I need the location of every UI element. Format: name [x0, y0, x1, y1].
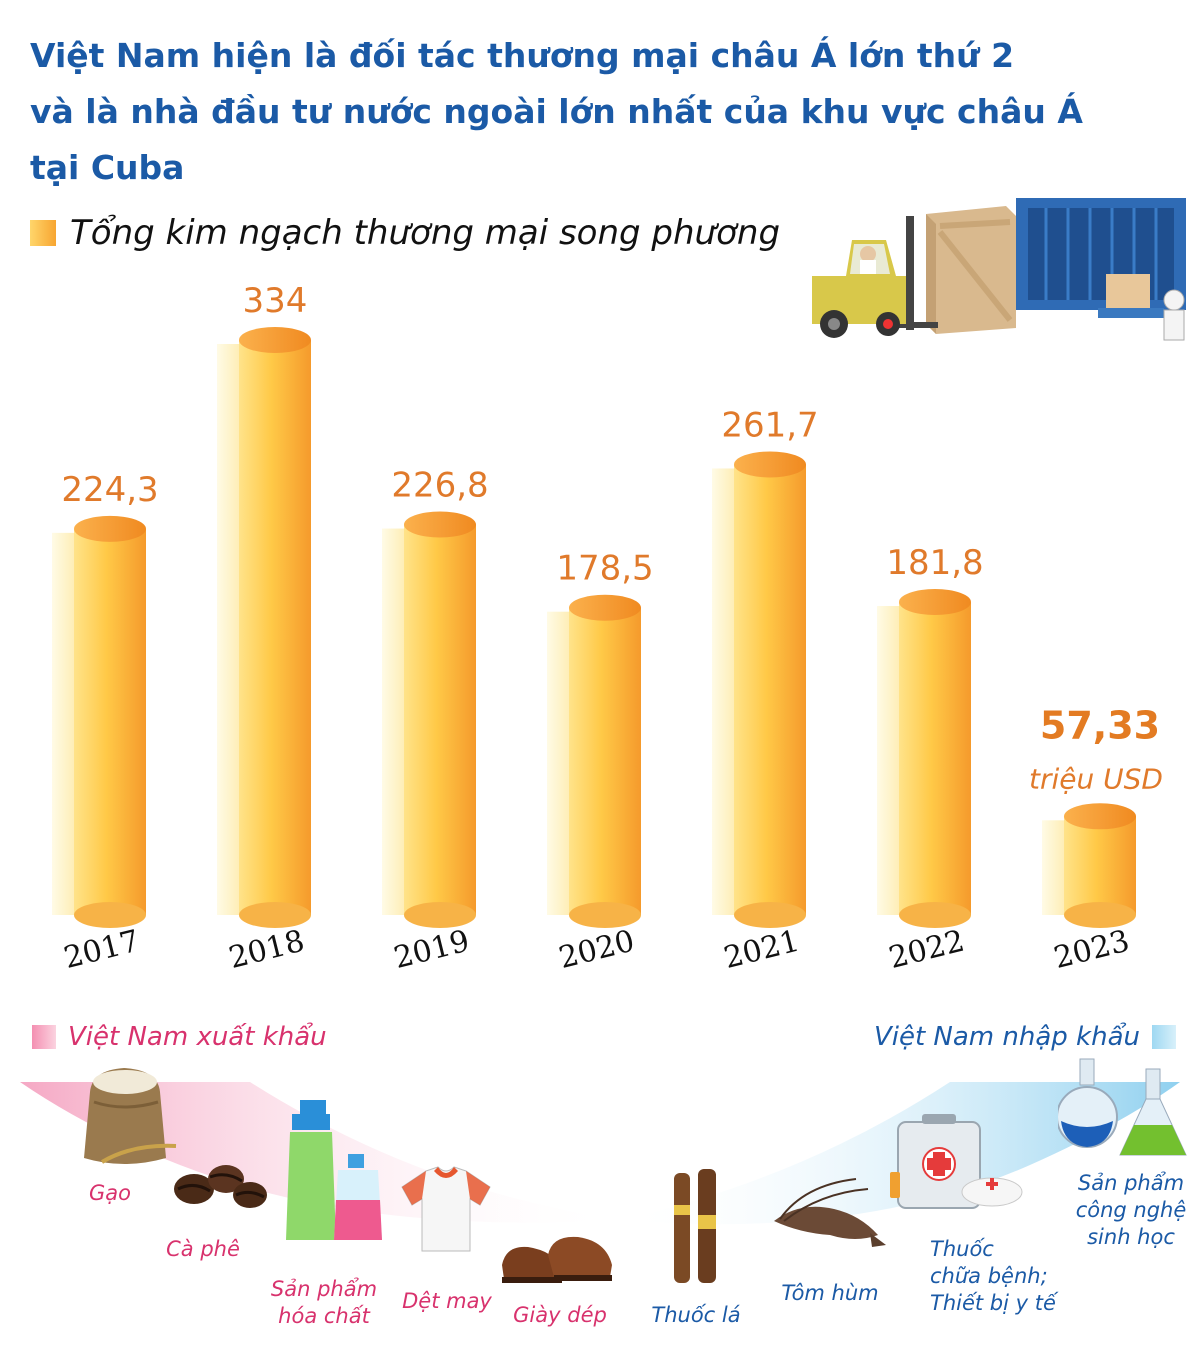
- bar-2017: [52, 515, 146, 928]
- bar-base: [1064, 902, 1136, 928]
- unit-label: triệu USD: [1029, 762, 1163, 795]
- bar-top: [404, 511, 476, 538]
- import-label: Việt Nam nhập khẩu: [873, 1022, 1140, 1052]
- import-item-medicine-line-1: Thuốc: [930, 1237, 994, 1261]
- import-item-biotech-line-3: sinh học: [1087, 1225, 1175, 1249]
- bar-base: [899, 902, 971, 928]
- bar-body: [404, 524, 476, 915]
- rice-sack-icon: [84, 1068, 177, 1164]
- value-label-2021: 261,7: [721, 405, 818, 445]
- export-swatch: [32, 1025, 56, 1049]
- year-label-2022: 2022: [885, 924, 968, 976]
- import-item-tobacco: Thuốc lá: [642, 1302, 750, 1329]
- bar-top: [734, 451, 806, 478]
- year-label-2018: 2018: [225, 924, 308, 976]
- import-item-tobacco-label: Thuốc lá: [651, 1303, 741, 1327]
- bar-base: [404, 902, 476, 928]
- import-item-lobster-label: Tôm hùm: [781, 1281, 879, 1305]
- legend-swatch: [30, 220, 56, 246]
- bar-body: [74, 528, 146, 915]
- bar-base: [734, 902, 806, 928]
- bar-chart: 224,3 2017 334 2018 226,8 2019 178,5 2020 261,7 2…: [52, 281, 1163, 976]
- export-item-chemicals-line-1: Sản phẩm: [270, 1277, 378, 1301]
- medical-kit-icon: [890, 1114, 1023, 1209]
- export-item-textiles: Dệt may: [392, 1288, 502, 1315]
- lobster-icon: [774, 1178, 886, 1247]
- bar-2018: [217, 327, 311, 928]
- export-heading: Việt Nam xuất khẩu: [32, 1022, 327, 1052]
- import-item-biotech: Sản phẩm công nghệ sinh học: [1066, 1170, 1196, 1251]
- page-title: Việt Nam hiện là đối tác thương mại châu…: [30, 28, 1150, 196]
- bar-body: [1064, 816, 1136, 915]
- bar-2023: [1042, 803, 1136, 928]
- export-item-coffee: Cà phê: [155, 1236, 251, 1263]
- chart-subtitle: Tổng kim ngạch thương mại song phương: [70, 213, 781, 253]
- shirt-icon: [401, 1166, 491, 1252]
- year-label-2019: 2019: [390, 924, 473, 976]
- title-line-3: tại Cuba: [30, 148, 185, 187]
- value-label-2020: 178,5: [556, 549, 653, 589]
- lab-flask-icon: [1058, 1058, 1187, 1156]
- bar-top: [239, 327, 311, 353]
- export-item-coffee-label: Cà phê: [166, 1237, 240, 1261]
- bar-body: [899, 602, 971, 915]
- bar-body: [239, 340, 311, 915]
- chemical-bottles-icon: [286, 1100, 382, 1240]
- export-item-footwear-label: Giày dép: [513, 1303, 607, 1327]
- year-label-2021: 2021: [720, 924, 803, 976]
- bar-body: [734, 464, 806, 915]
- export-item-rice-label: Gạo: [89, 1181, 131, 1205]
- bar-top: [899, 589, 971, 616]
- value-label-2019: 226,8: [391, 466, 488, 506]
- export-item-rice: Gạo: [80, 1180, 140, 1207]
- import-item-medicine-line-3: Thiết bị y tế: [930, 1291, 1056, 1315]
- bar-2022: [877, 589, 971, 928]
- import-item-lobster: Tôm hùm: [770, 1280, 890, 1307]
- bar-base: [239, 902, 311, 928]
- import-item-biotech-line-1: Sản phẩm: [1077, 1171, 1185, 1195]
- export-item-textiles-label: Dệt may: [402, 1289, 492, 1313]
- cigar-icon: [674, 1169, 716, 1283]
- coffee-beans-icon: [174, 1165, 267, 1208]
- chart-legend: Tổng kim ngạch thương mại song phương: [30, 208, 780, 258]
- bar-2021: [712, 451, 806, 928]
- bar-top: [74, 515, 146, 542]
- year-label-2023: 2023: [1050, 924, 1133, 976]
- export-item-chemicals: Sản phẩm hóa chất: [256, 1276, 392, 1330]
- import-item-biotech-line-2: công nghệ: [1075, 1198, 1187, 1222]
- import-heading: Việt Nam nhập khẩu: [874, 1022, 1176, 1052]
- bar-body: [569, 607, 641, 915]
- year-label-2017: 2017: [60, 924, 143, 976]
- bar-base: [569, 902, 641, 928]
- import-swatch: [1152, 1025, 1176, 1049]
- import-item-medicine: Thuốc chữa bệnh; Thiết bị y tế: [930, 1236, 1080, 1317]
- export-label: Việt Nam xuất khẩu: [68, 1022, 327, 1052]
- bar-top: [569, 594, 641, 621]
- title-line-1: Việt Nam hiện là đối tác thương mại châu…: [30, 36, 1015, 75]
- export-item-footwear: Giày dép: [505, 1302, 615, 1329]
- title-line-2: và là nhà đầu tư nước ngoài lớn nhất của…: [30, 92, 1083, 131]
- value-label-2023: 57,33: [1040, 703, 1160, 747]
- bar-2019: [382, 511, 476, 928]
- value-label-2018: 334: [243, 281, 308, 321]
- forklift-container-icon: [812, 198, 1186, 341]
- import-item-medicine-line-2: chữa bệnh;: [930, 1264, 1048, 1288]
- shoes-icon: [502, 1236, 612, 1283]
- year-label-2020: 2020: [555, 924, 638, 976]
- bar-top: [1064, 803, 1136, 830]
- export-item-chemicals-line-2: hóa chất: [278, 1304, 370, 1328]
- bar-base: [74, 902, 146, 928]
- value-label-2022: 181,8: [886, 543, 983, 583]
- bar-2020: [547, 594, 641, 928]
- value-label-2017: 224,3: [61, 470, 158, 510]
